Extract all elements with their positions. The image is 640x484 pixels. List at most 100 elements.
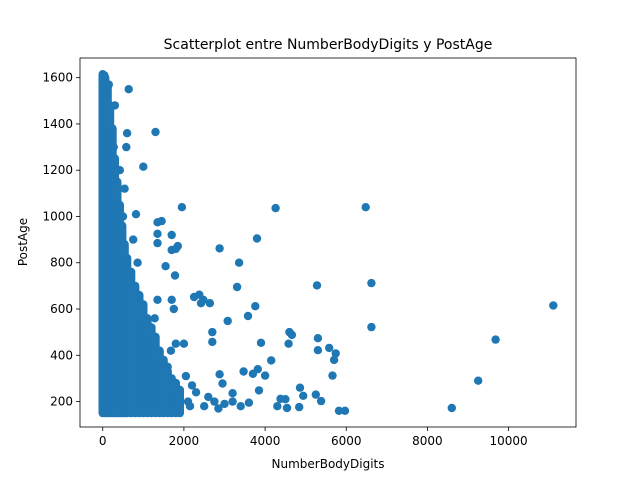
data-point-41 bbox=[228, 389, 237, 398]
data-point-46 bbox=[208, 337, 217, 347]
data-point-7 bbox=[340, 406, 350, 415]
data-point-1 bbox=[491, 335, 500, 344]
data-point-132 bbox=[204, 392, 213, 402]
data-point-3 bbox=[447, 403, 456, 413]
data-point-63 bbox=[170, 271, 180, 280]
data-point-28 bbox=[271, 203, 280, 213]
data-point-2 bbox=[474, 376, 483, 385]
data-point-75 bbox=[153, 295, 162, 304]
data-point-133 bbox=[210, 397, 219, 406]
data-point-47 bbox=[208, 327, 217, 337]
data-point-16 bbox=[313, 346, 323, 355]
y-tick-label: 1200 bbox=[42, 163, 73, 177]
data-point-37 bbox=[243, 311, 253, 321]
y-tick-label: 1000 bbox=[42, 209, 73, 223]
data-point-65 bbox=[169, 304, 178, 314]
data-point-67 bbox=[166, 346, 176, 355]
data-point-81 bbox=[139, 162, 148, 171]
data-point-71 bbox=[153, 218, 162, 227]
data-point-50 bbox=[196, 299, 206, 308]
data-point-35 bbox=[251, 302, 260, 311]
data-point-4 bbox=[367, 278, 376, 288]
data-point-86 bbox=[133, 258, 142, 267]
x-tick-label: 4000 bbox=[250, 434, 281, 448]
data-point-62 bbox=[167, 230, 176, 240]
data-point-57 bbox=[179, 339, 189, 348]
y-tick-label: 200 bbox=[50, 395, 73, 409]
data-point-26 bbox=[276, 394, 285, 403]
data-point-33 bbox=[252, 234, 262, 243]
data-point-42 bbox=[223, 316, 232, 326]
data-point-31 bbox=[256, 338, 266, 347]
data-point-92 bbox=[122, 142, 131, 152]
y-tick-label: 800 bbox=[50, 256, 73, 270]
data-point-40 bbox=[232, 282, 242, 292]
data-point-91 bbox=[122, 129, 132, 138]
data-point-44 bbox=[215, 244, 224, 253]
y-tick-label: 400 bbox=[50, 348, 73, 362]
data-point-136 bbox=[228, 397, 237, 406]
data-point-87 bbox=[131, 210, 141, 219]
data-point-74 bbox=[151, 127, 160, 137]
data-point-39 bbox=[234, 258, 244, 267]
data-point-8 bbox=[334, 406, 344, 415]
data-point-29 bbox=[267, 356, 276, 365]
data-point-52 bbox=[191, 388, 201, 397]
data-point-30 bbox=[260, 371, 270, 380]
data-point-27 bbox=[273, 402, 282, 411]
data-point-6 bbox=[361, 203, 370, 212]
data-point-22 bbox=[287, 330, 297, 340]
data-point-24 bbox=[282, 403, 292, 413]
x-tick-label: 6000 bbox=[331, 434, 362, 448]
y-tick-label: 1600 bbox=[42, 71, 73, 85]
chart-title: Scatterplot entre NumberBodyDigits y Pos… bbox=[164, 37, 493, 53]
data-point-134 bbox=[214, 404, 223, 413]
x-tick-label: 0 bbox=[99, 434, 107, 448]
data-point-36 bbox=[248, 369, 258, 378]
data-point-32 bbox=[254, 386, 264, 395]
data-point-73 bbox=[153, 238, 162, 248]
data-point-93 bbox=[120, 184, 129, 193]
data-point-23 bbox=[284, 339, 293, 348]
data-point-53 bbox=[189, 292, 199, 302]
data-point-76 bbox=[150, 314, 159, 323]
data-point-38 bbox=[239, 367, 248, 376]
axes-frame bbox=[79, 57, 577, 428]
data-point-10 bbox=[329, 355, 339, 365]
data-point-45 bbox=[215, 370, 224, 379]
data-point-138 bbox=[244, 398, 254, 407]
data-point-43 bbox=[218, 379, 227, 388]
data-point-20 bbox=[295, 402, 304, 412]
data-point-61 bbox=[167, 245, 176, 255]
data-point-12 bbox=[325, 343, 334, 353]
data-point-17 bbox=[311, 390, 320, 399]
x-tick-label: 2000 bbox=[169, 434, 200, 448]
points-layer bbox=[98, 69, 558, 418]
x-axis-label: NumberBodyDigits bbox=[272, 457, 385, 471]
data-point-9 bbox=[331, 349, 340, 358]
data-point-15 bbox=[313, 334, 323, 343]
y-tick-label: 1400 bbox=[42, 117, 73, 131]
data-point-131 bbox=[200, 402, 209, 411]
x-ticks: 0 2000 4000 6000 8000 10000 bbox=[99, 427, 528, 448]
data-point-5 bbox=[367, 322, 376, 332]
data-point-48 bbox=[205, 299, 215, 308]
data-point-88 bbox=[129, 235, 138, 244]
data-point-11 bbox=[328, 371, 337, 380]
x-tick-label: 10000 bbox=[490, 434, 528, 448]
data-point-69 bbox=[161, 262, 170, 271]
y-axis-label: PostAge bbox=[16, 218, 30, 266]
y-ticks: 200 400 600 800 1000 1200 1400 1600 bbox=[42, 71, 80, 409]
data-point-0 bbox=[549, 301, 558, 310]
x-tick-label: 8000 bbox=[412, 434, 443, 448]
data-point-130 bbox=[183, 397, 193, 406]
data-point-13 bbox=[316, 396, 326, 406]
data-point-14 bbox=[312, 281, 322, 290]
data-point-54 bbox=[187, 381, 197, 390]
data-point-137 bbox=[236, 402, 245, 411]
data-point-72 bbox=[153, 229, 162, 238]
data-point-19 bbox=[295, 383, 305, 392]
data-point-66 bbox=[171, 339, 180, 348]
data-point-58 bbox=[177, 203, 187, 212]
